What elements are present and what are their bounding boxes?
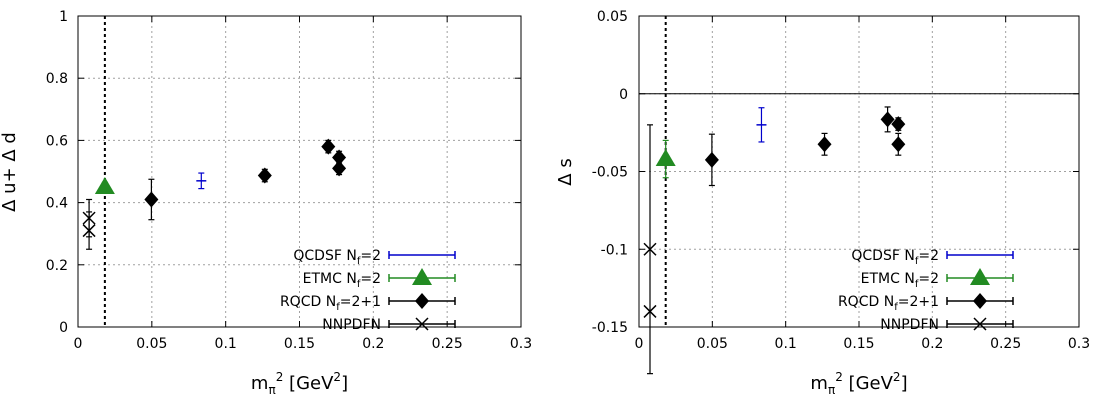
x-tick-label: 0.2 xyxy=(362,336,384,352)
data-point-diamond xyxy=(891,116,906,133)
x-tick-label: 0 xyxy=(74,336,83,352)
data-series xyxy=(82,138,347,250)
legend-label: QCDSF Nf=2 xyxy=(851,248,939,267)
x-tick-label: 0.3 xyxy=(1068,336,1090,352)
y-axis-label: Δ s xyxy=(555,158,576,185)
data-point-cross xyxy=(643,304,657,318)
legend-marker-diamond xyxy=(973,293,987,309)
y-tick-label: 0 xyxy=(59,320,68,336)
y-tick-label: 0 xyxy=(619,87,628,103)
y-tick-label: 0.2 xyxy=(46,258,68,274)
legend-marker-diamond xyxy=(415,293,429,309)
x-tick-label: 0.3 xyxy=(510,336,532,352)
y-tick-label: 0.8 xyxy=(46,71,68,87)
legend-label: RQCD Nf=2+1 xyxy=(280,294,381,313)
x-tick-label: 0.25 xyxy=(432,336,463,352)
data-point-diamond xyxy=(880,111,895,128)
y-tick-label: 0.6 xyxy=(46,133,68,149)
data-point-diamond xyxy=(891,136,906,153)
data-point-diamond xyxy=(144,191,159,208)
legend-marker-cross xyxy=(973,317,987,331)
y-tick-label: 0.05 xyxy=(597,9,628,25)
data-point-diamond xyxy=(332,160,347,177)
legend-label: NNPDFN xyxy=(322,317,381,333)
chart-delta-u-plus-delta-d: 0 0.05 0.1 0.15 0.2 0.25 0.3 0 0.2 0.4 0.6 0.8 1 mπ2 … xyxy=(0,9,532,397)
data-series xyxy=(643,106,906,375)
legend-marker-triangle xyxy=(970,268,990,285)
chart-delta-s: 0 0.05 0.1 0.15 0.2 0.25 0.3 -0.15 -0.1 -0.05 0 0.0… xyxy=(555,9,1090,397)
y-tick-label: 1 xyxy=(59,9,68,25)
y-axis-label: Δ u+ Δ d xyxy=(0,132,20,212)
x-axis-label: mπ2 [GeV2] xyxy=(251,370,348,397)
data-point-diamond xyxy=(817,136,832,153)
legend-label: QCDSF Nf=2 xyxy=(293,248,381,267)
legend-label: ETMC Nf=2 xyxy=(861,271,939,290)
data-point-diamond xyxy=(321,138,336,155)
x-tick-label: 0.2 xyxy=(921,336,943,352)
data-point-diamond xyxy=(257,167,272,184)
x-tick-label: 0.25 xyxy=(990,336,1021,352)
y-tick-label: 0.4 xyxy=(46,196,68,212)
grid xyxy=(78,16,521,327)
legend: QCDSF Nf=2 ETMC Nf=2 RQCD Nf=2+1 NNPDFN xyxy=(838,248,1014,333)
legend-label: RQCD Nf=2+1 xyxy=(838,294,939,313)
data-point-cross xyxy=(82,224,96,238)
x-tick-label: 0.15 xyxy=(284,336,315,352)
data-point-cross xyxy=(643,242,657,256)
y-tick-label: -0.15 xyxy=(592,320,628,336)
y-tick-label: -0.05 xyxy=(592,165,628,181)
x-tick-label: 0.1 xyxy=(215,336,237,352)
data-point-triangle xyxy=(655,149,676,167)
legend-label: NNPDFN xyxy=(880,317,939,333)
x-tick-label: 0.1 xyxy=(775,336,797,352)
x-tick-label: 0.05 xyxy=(136,336,167,352)
y-tick-label: -0.1 xyxy=(601,242,628,258)
data-point-diamond xyxy=(332,149,347,166)
legend: QCDSF Nf=2 ETMC Nf=2 RQCD Nf=2+1 NNPDFN xyxy=(280,248,456,333)
legend-label: ETMC Nf=2 xyxy=(303,271,381,290)
data-point-triangle xyxy=(94,177,115,195)
x-tick-label: 0.15 xyxy=(843,336,874,352)
data-point-diamond xyxy=(704,151,719,168)
x-tick-label: 0 xyxy=(635,336,644,352)
x-axis-label: mπ2 [GeV2] xyxy=(810,370,907,397)
legend-marker-triangle xyxy=(412,268,432,285)
legend-marker-cross xyxy=(415,317,429,331)
x-tick-label: 0.05 xyxy=(697,336,728,352)
